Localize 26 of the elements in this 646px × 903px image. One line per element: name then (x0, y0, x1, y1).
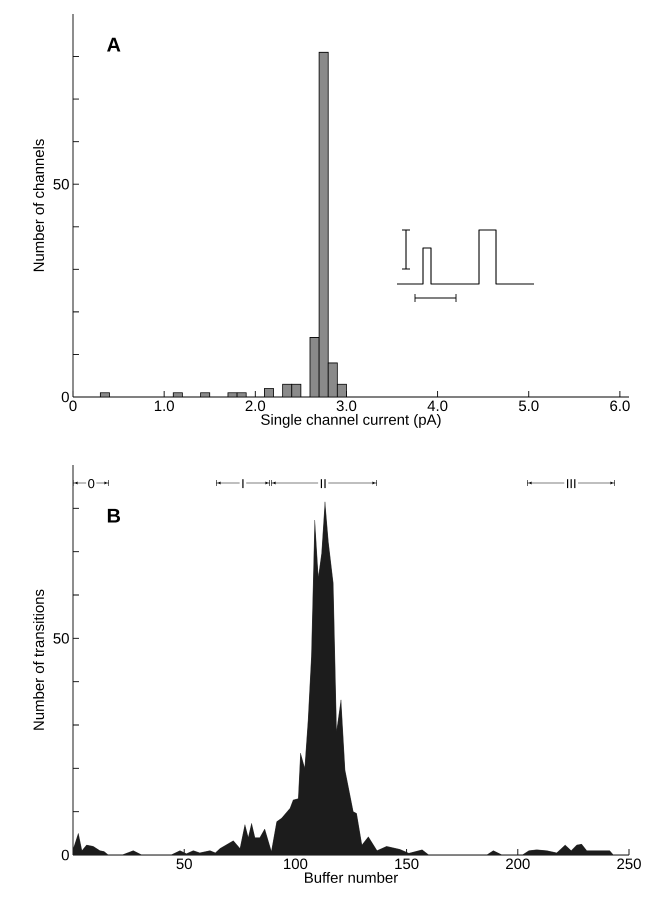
annotation: A (107, 38, 120, 52)
y-tick-label: 0 (62, 392, 69, 402)
x-axis-title: Single channel current (pA) (261, 414, 441, 428)
y-tick-label: 0 (62, 850, 69, 860)
annotation: 0 (88, 479, 94, 488)
x-tick-label: 100 (284, 858, 308, 870)
x-tick-label: 3.0 (336, 400, 356, 412)
annotation: B (108, 508, 120, 523)
x-tick-label: 5.0 (518, 400, 539, 412)
x-tick-label: 50 (176, 858, 192, 870)
x-tick-label: 0 (69, 400, 77, 412)
x-tick-label: 6.0 (610, 400, 630, 412)
y-tick-label: 50 (53, 178, 69, 190)
x-tick-label: 1.0 (154, 400, 174, 412)
x-tick-label: 250 (617, 858, 641, 870)
annotation: III (566, 479, 576, 488)
x-tick-label: 200 (506, 858, 530, 870)
y-axis-title: Number of channels (33, 139, 44, 272)
x-axis-title: Buffer number (305, 872, 398, 883)
y-tick-label: 50 (53, 633, 69, 644)
annotation: II (320, 479, 326, 488)
x-tick-label: 4.0 (428, 400, 448, 412)
annotation: I (242, 479, 244, 488)
x-tick-label: 150 (395, 858, 418, 870)
y-axis-title: Number of transitions (33, 590, 44, 730)
x-tick-label: 2.0 (246, 400, 266, 412)
